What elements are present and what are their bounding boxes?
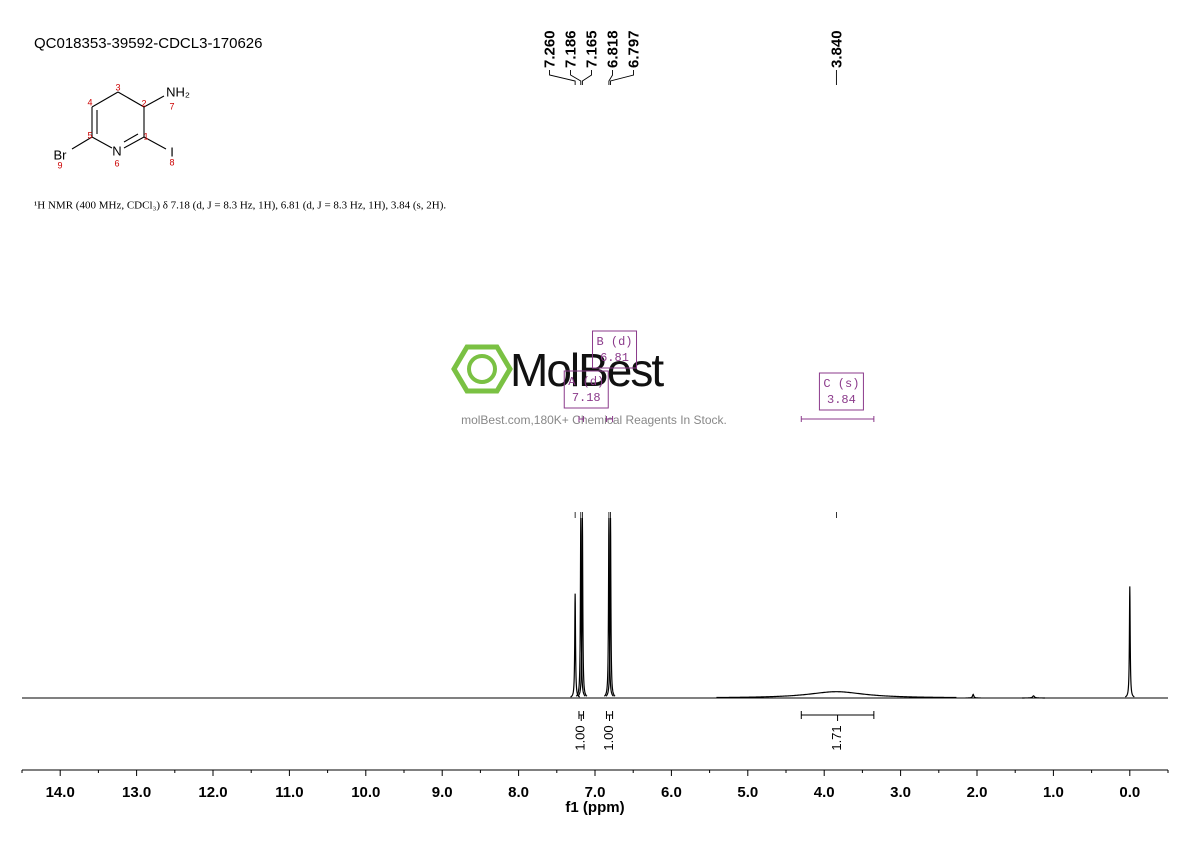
- x-tick-label: 9.0: [432, 784, 453, 801]
- multiplet-box: [592, 330, 638, 369]
- x-tick-label: 8.0: [508, 784, 529, 801]
- x-tick-label: 4.0: [814, 784, 835, 801]
- peak: [1124, 586, 1135, 698]
- peak-connector: [549, 70, 576, 85]
- peak-label: 7.186: [563, 30, 580, 68]
- x-tick-label: 2.0: [967, 784, 988, 801]
- x-axis-label: f1 (ppm): [565, 799, 624, 816]
- carbon-number: 4: [87, 97, 92, 107]
- atom-symbol: N: [112, 143, 121, 158]
- peak: [716, 691, 957, 699]
- integral-label: 1.00: [601, 725, 616, 750]
- multiplet-box: [818, 372, 864, 411]
- atom-number: 8: [169, 157, 174, 167]
- integral-label: 1.71: [829, 725, 844, 750]
- watermark-text: molBest.com,180K+ Chemical Reagents In S…: [461, 413, 727, 427]
- atom-number: 9: [57, 160, 62, 170]
- watermark-brand: MolBest: [510, 344, 664, 396]
- watermark-logo: [451, 344, 513, 394]
- peak-label: 6.818: [605, 30, 622, 68]
- peak-connector: [570, 70, 582, 85]
- x-tick-label: 7.0: [585, 784, 606, 801]
- multiplet-name: B (d): [597, 335, 633, 349]
- x-tick-label: 6.0: [661, 784, 682, 801]
- multiplet-name: C (s): [823, 377, 859, 391]
- atom-number: 6: [114, 158, 119, 168]
- atom-number: 7: [169, 101, 174, 111]
- x-tick-label: 12.0: [198, 784, 227, 801]
- atom-symbol: I: [170, 144, 174, 159]
- molecule-bonds: [71, 91, 167, 150]
- peak-label: 3.840: [828, 30, 845, 68]
- integral-label: 1.00: [573, 725, 588, 750]
- peak-label: 7.260: [542, 30, 559, 68]
- carbon-number: 2: [141, 98, 146, 108]
- peak-connector: [581, 70, 592, 85]
- peak-connector: [610, 70, 634, 85]
- multiplet-box: [563, 370, 609, 409]
- peak-label: 6.797: [626, 30, 643, 68]
- x-tick-label: 13.0: [122, 784, 151, 801]
- multiplet-shift: 3.84: [827, 393, 856, 407]
- carbon-number: 3: [115, 82, 120, 92]
- nmr-description: ¹H NMR (400 MHz, CDCl₃) δ 7.18 (d, J = 8…: [34, 200, 446, 212]
- peak-label: 7.165: [584, 30, 601, 68]
- x-tick-label: 0.0: [1119, 784, 1140, 801]
- atom-symbol: Br: [54, 147, 68, 162]
- x-tick-label: 10.0: [351, 784, 380, 801]
- peak: [1022, 695, 1045, 699]
- x-tick-label: 3.0: [890, 784, 911, 801]
- peak-connector: [608, 70, 613, 85]
- carbon-number: 1: [143, 131, 148, 141]
- multiplet-shift: 6.81: [600, 351, 629, 365]
- peak: [965, 693, 981, 699]
- peak: [570, 593, 581, 698]
- x-tick-label: 11.0: [275, 784, 303, 801]
- sample-id: QC018353-39592-CDCL3-170626: [34, 35, 263, 52]
- atom-symbol: NH₂: [166, 84, 190, 99]
- carbon-number: 5: [87, 130, 92, 140]
- multiplet-name: A (d): [568, 375, 604, 389]
- x-tick-label: 14.0: [46, 784, 75, 801]
- x-tick-label: 5.0: [737, 784, 758, 801]
- x-tick-label: 1.0: [1043, 784, 1064, 801]
- multiplet-shift: 7.18: [572, 391, 601, 405]
